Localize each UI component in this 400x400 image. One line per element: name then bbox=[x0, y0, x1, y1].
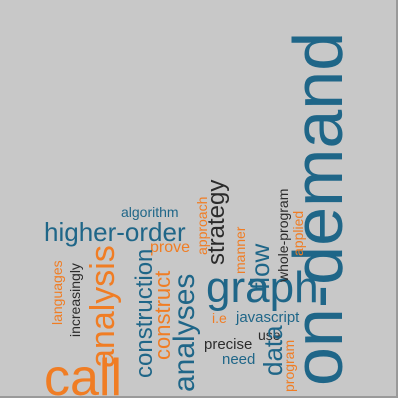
word-applied: applied bbox=[290, 210, 306, 256]
word-graph: graph bbox=[206, 263, 319, 312]
word-precise: precise bbox=[204, 336, 253, 353]
word-increasingly: increasingly bbox=[67, 263, 83, 337]
word-languages: languages bbox=[49, 260, 65, 325]
word-prove: prove bbox=[150, 239, 191, 256]
word-need: need bbox=[222, 351, 256, 368]
word-call: call bbox=[44, 349, 123, 398]
word-manner: manner bbox=[232, 226, 248, 274]
word-approach: approach bbox=[194, 196, 210, 255]
word-analysis: analysis bbox=[84, 245, 122, 368]
word-flow: flow bbox=[245, 243, 275, 290]
word-i-e: i.e bbox=[212, 310, 227, 326]
word-whole-program: whole-program bbox=[275, 188, 291, 282]
word-higher-order: higher-order bbox=[44, 217, 186, 247]
word-use: use bbox=[258, 327, 281, 343]
word-on-demand: on-demand bbox=[279, 31, 357, 386]
word-program: program bbox=[281, 339, 297, 392]
word-javascript: javascript bbox=[236, 309, 300, 326]
word-construct: construct bbox=[150, 270, 175, 360]
word-algorithm: algorithm bbox=[121, 204, 179, 220]
